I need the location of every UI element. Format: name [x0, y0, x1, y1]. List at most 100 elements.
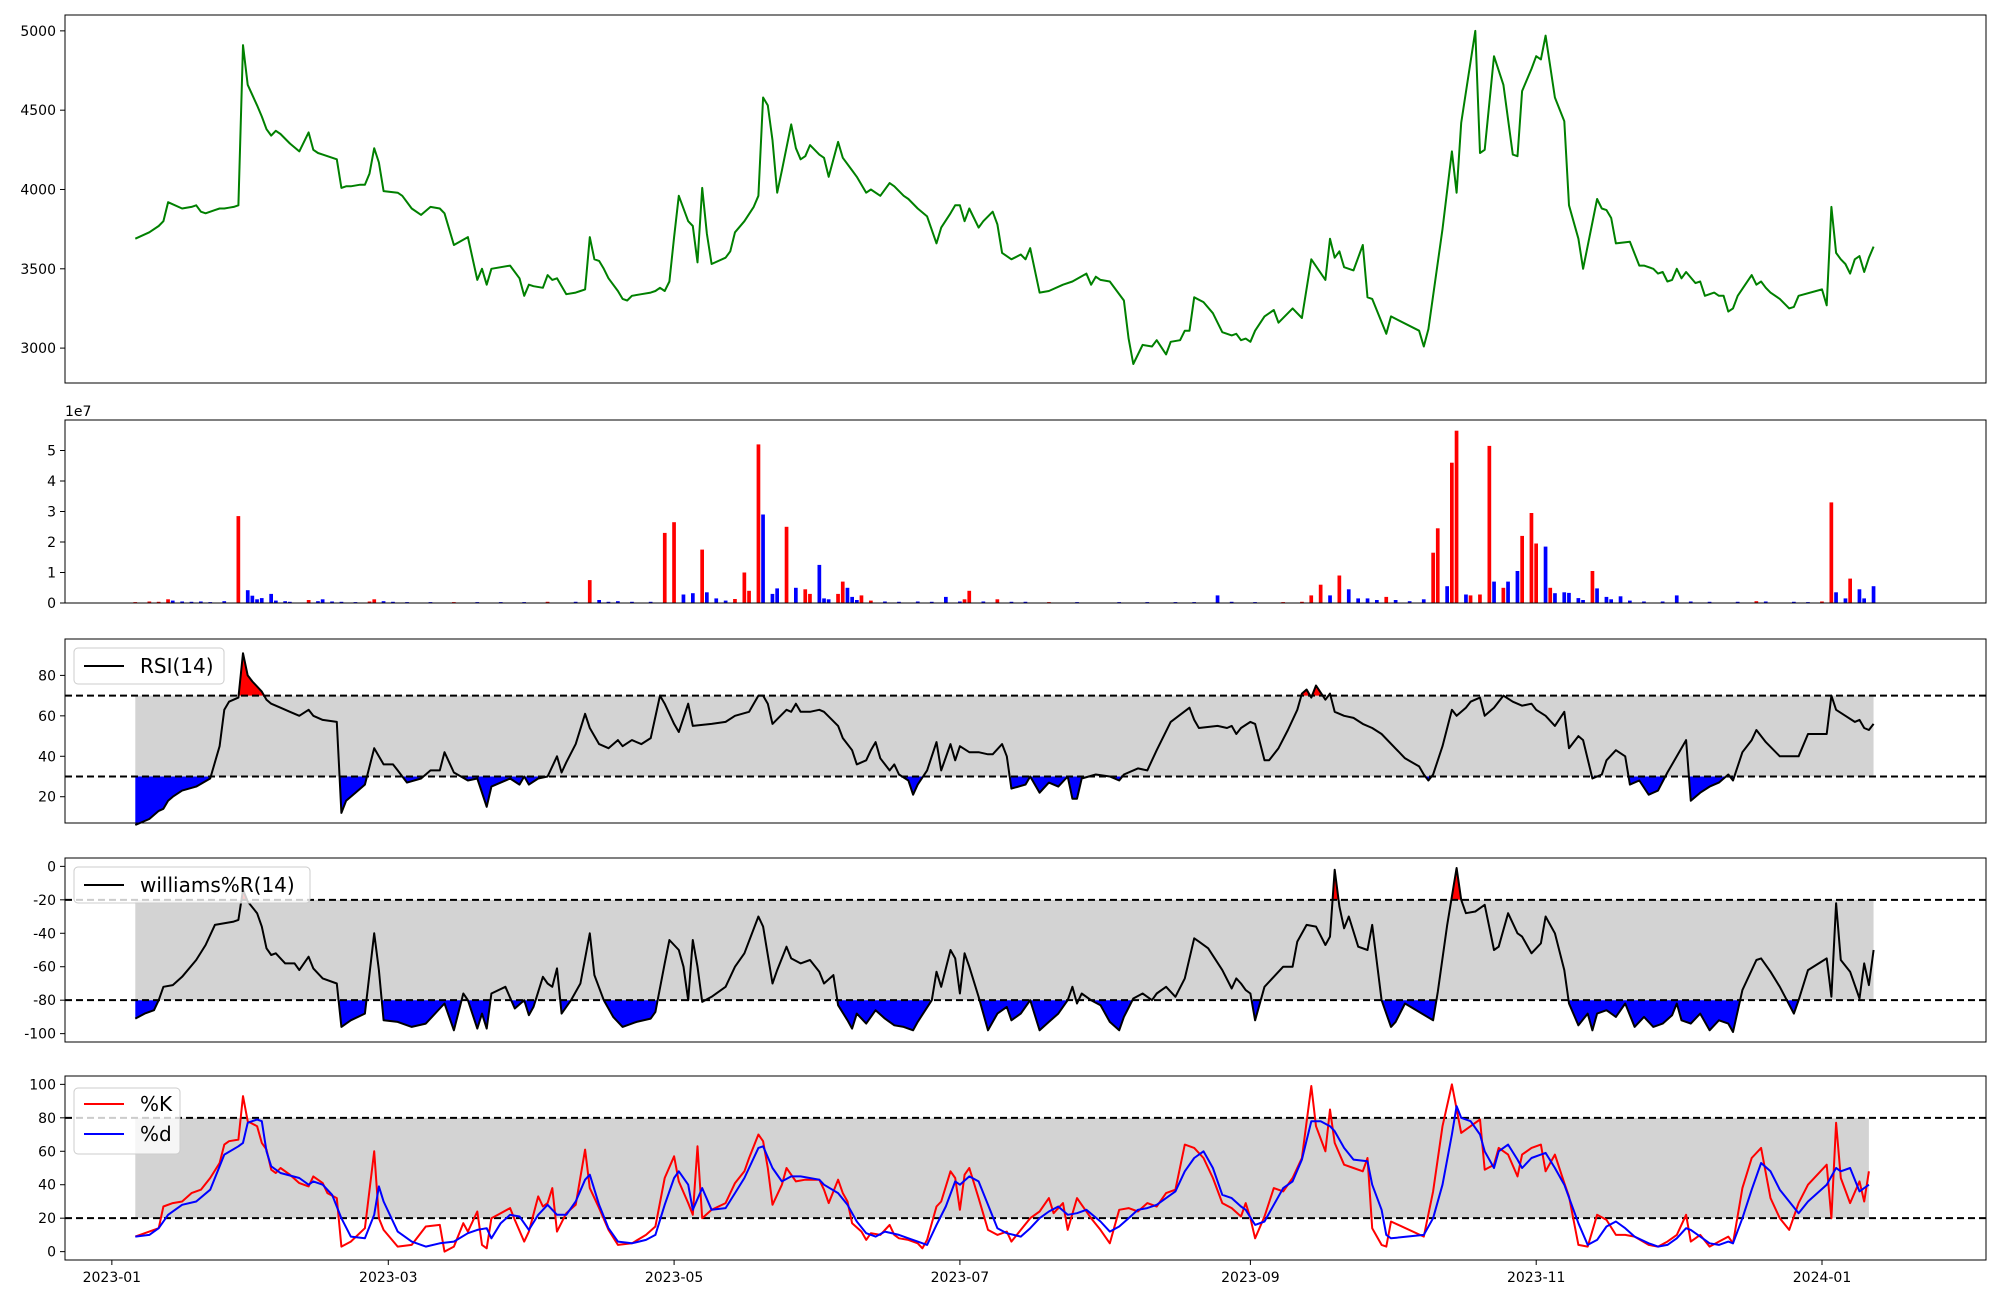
stochastic-ytick-label: 0 [47, 1245, 56, 1261]
volume-bar [1707, 601, 1712, 603]
williams-oversold-fill [1568, 1000, 1741, 1032]
price-ytick-label: 4500 [20, 103, 56, 119]
volume-bar [1515, 571, 1520, 603]
volume-bar [761, 514, 765, 603]
volume-bar [929, 601, 934, 603]
volume-bar [1375, 600, 1379, 603]
rsi-oversold-fill [902, 776, 924, 795]
volume-bar [587, 580, 592, 603]
volume-bar [836, 593, 840, 603]
williams-oversold-fill [1786, 1000, 1799, 1014]
stochastic-d-line [135, 1105, 1870, 1248]
volume-bar [859, 595, 864, 603]
volume-bar [255, 599, 259, 603]
volume-bar [770, 593, 775, 603]
volume-bar [981, 601, 986, 603]
x-tick-label: 2023-05 [645, 1270, 704, 1286]
volume-bar [616, 601, 620, 603]
volume-bar [606, 601, 611, 603]
rsi-oversold-fill [1009, 776, 1031, 789]
volume-bar [170, 600, 175, 603]
volume-bar [1553, 593, 1557, 603]
volume-bar [1548, 587, 1553, 604]
rsi-oversold-fill [1030, 776, 1068, 793]
rsi-ytick-label: 40 [38, 749, 56, 765]
volume-bar [915, 601, 920, 603]
volume-bar [1871, 586, 1876, 603]
volume-bar [1506, 581, 1510, 603]
volume-bar [1609, 599, 1613, 603]
williams-ytick-label: 0 [47, 859, 56, 875]
volume-bar [306, 600, 311, 603]
volume-bar [372, 599, 377, 603]
volume-bar [1454, 430, 1459, 603]
volume-bar [662, 532, 667, 603]
volume-bar [1529, 513, 1534, 603]
volume-bar [1328, 595, 1332, 603]
rsi-oversold-fill [1067, 776, 1089, 799]
rsi-oversold-fill [524, 776, 548, 785]
volume-bar [1862, 598, 1866, 603]
volume-bar [1562, 592, 1567, 603]
rsi-oversold-fill [402, 776, 424, 783]
rsi-legend-box [73, 647, 225, 685]
volume-bar [339, 601, 344, 603]
volume-bar [845, 587, 850, 604]
stochastic-frame [64, 1075, 1987, 1261]
price-ytick-label: 3500 [20, 262, 56, 278]
volume-bar [1604, 596, 1609, 603]
volume-bar [316, 601, 320, 603]
volume-bar [691, 593, 695, 603]
volume-bar [283, 601, 287, 603]
volume-bar [1009, 601, 1014, 603]
volume-bar [1820, 601, 1824, 603]
rsi-line [134, 652, 1875, 826]
volume-bar [1595, 588, 1599, 603]
volume-bar [1346, 589, 1351, 603]
price-frame [64, 14, 1987, 384]
rsi-frame [64, 638, 1987, 824]
volume-bar [259, 598, 264, 603]
volume-bar [1215, 595, 1220, 603]
williams-legend-label: williams%R(14) [140, 873, 295, 897]
volume-bar [630, 601, 634, 603]
volume-bar [1501, 587, 1506, 604]
williams-oversold-fill [1381, 1000, 1437, 1027]
volume-bar [1642, 601, 1646, 603]
volume-bar [1468, 595, 1473, 603]
x-tick-label: 2023-11 [1507, 1270, 1566, 1286]
williams-oversold-fill [1091, 1000, 1133, 1031]
williams-oversold-fill [979, 1000, 1031, 1031]
volume-scale-label: 1e7 [65, 404, 91, 420]
volume-bar [1534, 543, 1538, 603]
volume-bar [1421, 599, 1426, 603]
volume-bar [995, 599, 1000, 603]
volume-bar [381, 601, 386, 603]
volume-bar [1318, 584, 1323, 603]
volume-bar [1581, 600, 1585, 603]
price-ytick-label: 3000 [20, 341, 56, 357]
rsi-legend: RSI(14) [73, 647, 225, 685]
volume-bar [1567, 592, 1571, 603]
volume-bar [1300, 601, 1304, 603]
volume-bar [1763, 601, 1768, 603]
volume-bar [1543, 546, 1548, 603]
volume-bar [850, 596, 854, 603]
volume-bar [897, 601, 901, 603]
williams-panel: -100 -80 -60 -40 -20 0 williams%R(14) [24, 857, 1987, 1043]
volume-bar [1520, 535, 1524, 603]
volume-bar [1365, 598, 1370, 603]
volume-bar [883, 601, 887, 603]
volume-bar [944, 596, 948, 603]
volume-bar [840, 581, 845, 603]
volume-bar [742, 572, 747, 603]
volume-bar [391, 601, 395, 603]
volume-bar [855, 600, 859, 603]
williams-legend-box [73, 866, 311, 904]
volume-bar [1435, 528, 1440, 603]
x-tick-label: 2023-07 [931, 1270, 990, 1286]
williams-ytick-label: -40 [33, 926, 56, 942]
volume-bar [245, 590, 250, 603]
volume-ytick-label: 1 [47, 566, 56, 582]
